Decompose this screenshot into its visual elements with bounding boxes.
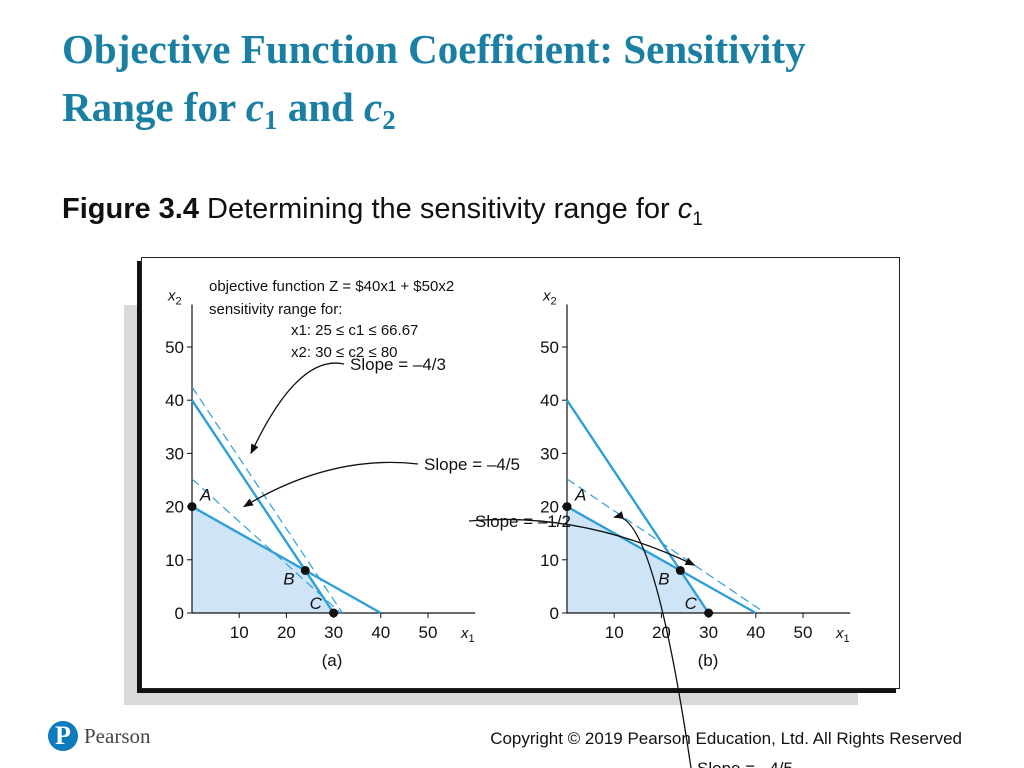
x-axis-label: x1 (460, 625, 475, 645)
slope-arrow (250, 362, 345, 455)
title-and: and (277, 84, 365, 130)
annotation-sensitivity-label: sensitivity range for: (209, 301, 342, 318)
y-tick-label: 40 (165, 391, 184, 410)
caption-figure-number: Figure 3.4 (62, 193, 199, 225)
y-tick-label: 0 (175, 604, 184, 623)
slope-annotation: Slope = –4/3 (350, 355, 446, 374)
copyright-notice: Copyright © 2019 Pearson Education, Ltd.… (490, 729, 962, 748)
feasible-region (192, 506, 334, 613)
x-tick-label: 20 (277, 623, 296, 642)
objective-annotation: objective function Z = $40x1 + $50x2 sen… (209, 278, 454, 361)
corner-point-a (187, 502, 197, 512)
corner-point-c (704, 608, 714, 618)
x-axis-label: x1 (835, 625, 850, 645)
x-tick-label: 40 (746, 623, 765, 642)
y-tick-label: 50 (165, 338, 184, 357)
y-tick-label: 10 (165, 551, 184, 570)
y-tick-label: 40 (540, 391, 559, 410)
slope-annotation: Slope = –4/5 (697, 759, 793, 768)
pearson-logo: P Pearson (48, 721, 151, 751)
corner-point-label: B (283, 569, 294, 588)
x-tick-label: 30 (324, 623, 343, 642)
panel-label: (b) (698, 651, 719, 670)
x-tick-label: 40 (371, 623, 390, 642)
slope-arrow (468, 518, 696, 566)
y-tick-label: 20 (165, 498, 184, 517)
title-c1: c1 (245, 84, 278, 135)
caption-c: c (677, 193, 693, 225)
pearson-logo-text: Pearson (84, 723, 151, 748)
y-tick-label: 30 (165, 444, 184, 463)
annotation-range-x2: x2: 30 ≤ c2 ≤ 80 (291, 344, 398, 361)
y-tick-label: 30 (540, 444, 559, 463)
title-line1: Objective Function Coefficient: Sensitiv… (62, 26, 806, 72)
objective-dashed-line (566, 506, 757, 614)
x-tick-label: 10 (605, 623, 624, 642)
feasible-region (567, 506, 709, 613)
x-tick-label: 50 (419, 623, 438, 642)
corner-point-label: C (685, 594, 698, 613)
corner-point-b (675, 565, 685, 575)
caption-text: Determining the sensitivity range for (199, 193, 678, 225)
y-tick-label: 0 (550, 604, 559, 623)
y-axis-label: x2 (542, 287, 557, 307)
corner-point-label: B (658, 569, 669, 588)
x-tick-label: 50 (794, 623, 813, 642)
slope-annotation: Slope = –1/2 (475, 512, 571, 531)
annotation-range-x1: x1: 25 ≤ c1 ≤ 66.67 (291, 322, 418, 339)
slide-title: Objective Function Coefficient: Sensitiv… (62, 20, 1002, 136)
objective-dashed-line (191, 478, 342, 614)
y-tick-label: 10 (540, 551, 559, 570)
objective-dashed-line (566, 478, 766, 614)
y-axis-label: x2 (167, 287, 182, 307)
x-tick-label: 30 (699, 623, 718, 642)
slope-annotation: Slope = –4/5 (424, 455, 520, 474)
caption-sub: 1 (692, 209, 703, 230)
corner-point-c (329, 608, 339, 618)
corner-point-label: C (310, 594, 323, 613)
figure-frame (141, 257, 900, 689)
corner-point-label: A (574, 486, 586, 505)
annotation-objective: objective function Z = $40x1 + $50x2 (209, 278, 454, 295)
slope-arrow (613, 511, 692, 768)
y-tick-label: 50 (540, 338, 559, 357)
constraint-line (191, 505, 382, 615)
panel-label: (a) (322, 651, 343, 670)
corner-point-label: A (199, 486, 211, 505)
figure-caption: Figure 3.4 Determining the sensitivity r… (62, 193, 703, 229)
pearson-logo-icon: P (48, 721, 78, 751)
slope-arrow (243, 461, 419, 508)
corner-point-a (562, 502, 572, 512)
objective-dashed-line (191, 386, 343, 614)
title-c2: c2 (364, 84, 396, 135)
corner-point-b (300, 565, 310, 575)
x-tick-label: 10 (230, 623, 249, 642)
chart-panel-a: 0 10 20 30 40 50 10 20 30 40 50 x2 x1 A BC Slope = –4/3… (165, 287, 520, 670)
title-line2-prefix: Range for (62, 84, 246, 130)
constraint-line (566, 399, 710, 614)
constraint-line (191, 399, 335, 614)
y-tick-label: 20 (540, 498, 559, 517)
